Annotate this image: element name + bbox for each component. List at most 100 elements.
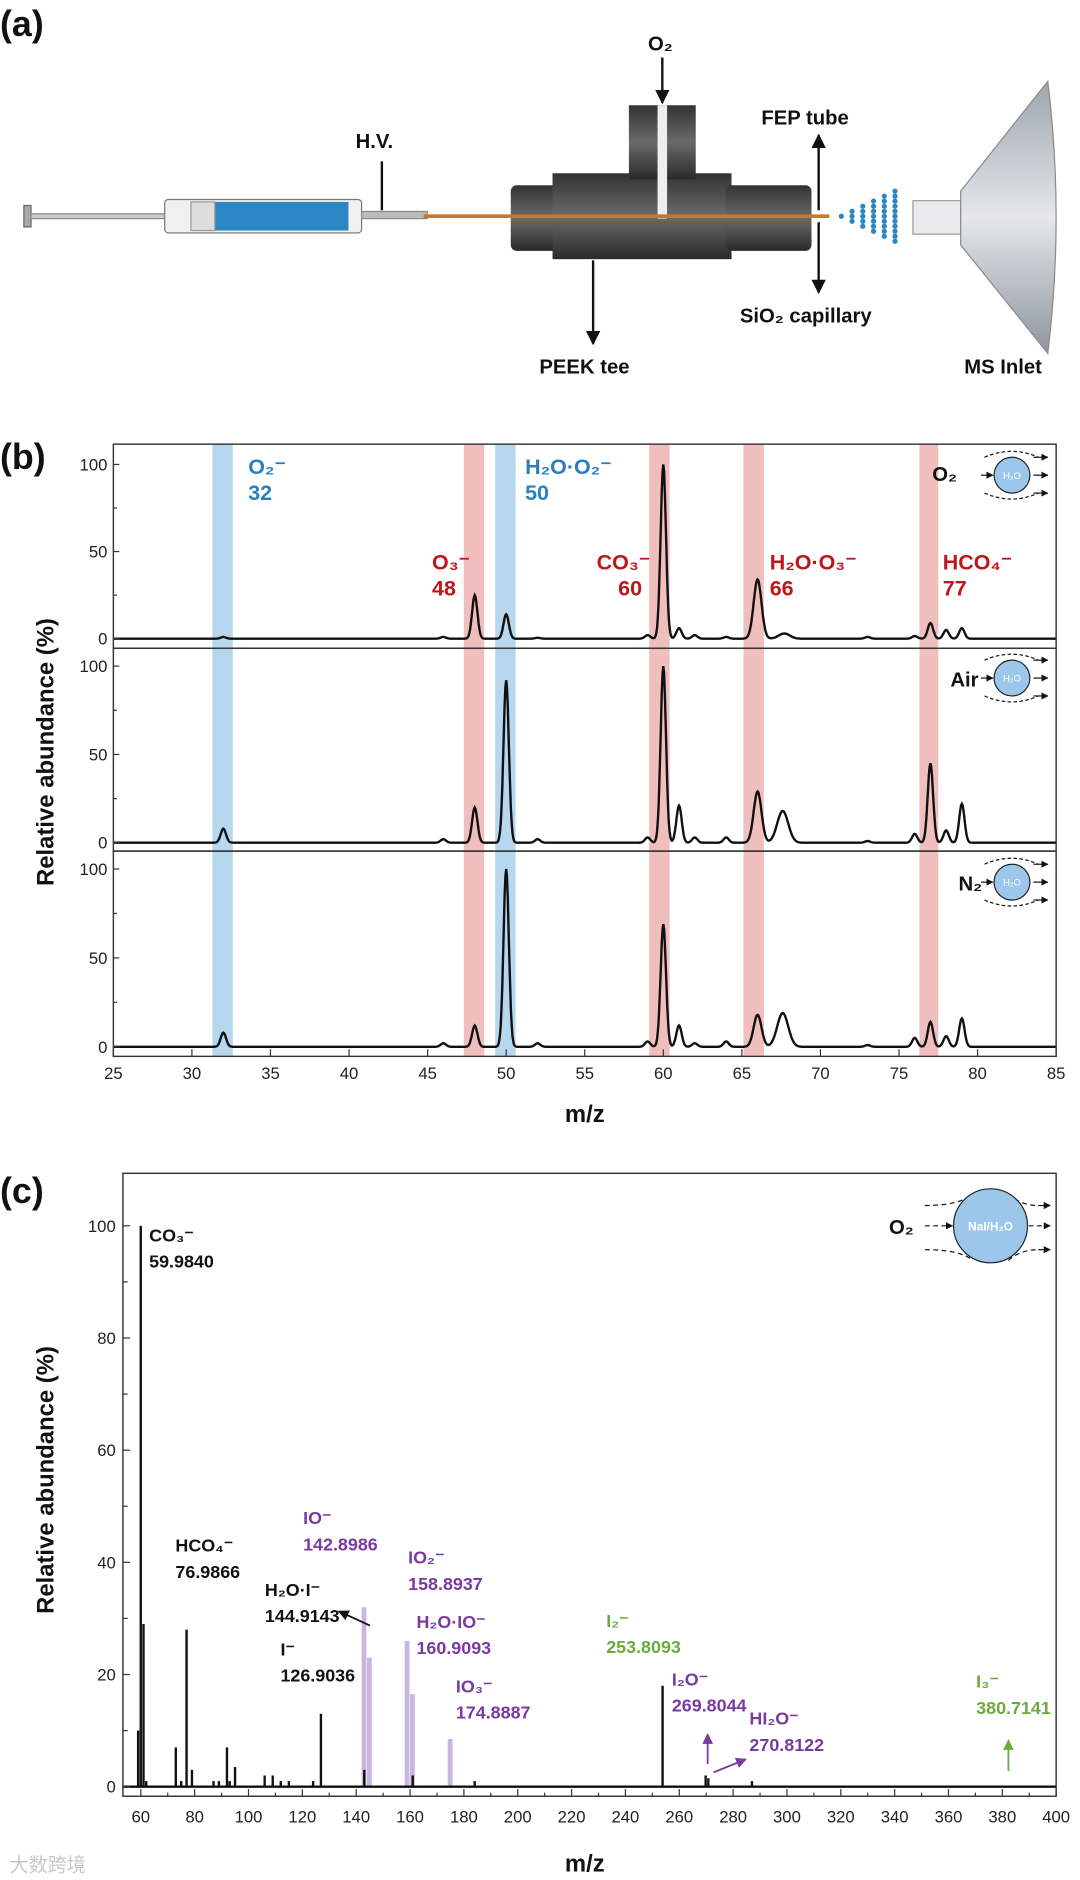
x-tick-label: 220 (558, 1807, 586, 1826)
ann-io2-mz: 158.8937 (408, 1574, 483, 1594)
spectrum-line-Air (113, 665, 1057, 844)
droplet (881, 198, 887, 204)
droplet-label: H₂O (1003, 674, 1021, 685)
droplet (860, 203, 866, 209)
x-tick-label: 380 (988, 1807, 1016, 1826)
c-y-axis-title: Relative abundance (%) (33, 1346, 60, 1614)
band-label-o2-ion: O₂⁻ (248, 455, 286, 479)
x-tick-label: 160 (396, 1807, 424, 1826)
highlight-band-32 (212, 444, 233, 1057)
x-tick-label: 100 (235, 1807, 263, 1826)
x-tick-label: 320 (827, 1807, 855, 1826)
droplet-circle (993, 863, 1031, 901)
o2-label: O₂ (648, 33, 673, 55)
droplet-circle (993, 659, 1031, 697)
ms-inlet-icon (912, 79, 1057, 355)
droplet (870, 223, 877, 229)
band-label-48: 48 (432, 577, 456, 601)
sio2-label: SiO₂ capillary (740, 305, 873, 327)
droplet (870, 213, 877, 219)
ann-i2-ion: I₂⁻ (606, 1611, 628, 1631)
x-tick-label: 140 (342, 1807, 370, 1826)
ann-io-ion: IO⁻ (303, 1508, 331, 1528)
hv-label: H.V. (356, 131, 394, 153)
y-tick-label: 0 (98, 834, 107, 853)
droplet (881, 213, 887, 219)
droplet (892, 193, 898, 199)
inset-gas-o2: O₂ (932, 464, 957, 486)
x-tick-label: 240 (611, 1807, 639, 1826)
droplet (892, 208, 898, 214)
ann-io2-ion: IO₂⁻ (408, 1548, 444, 1568)
band-label-o3-ion: O₃⁻ (432, 550, 470, 574)
inset-droplet-icon: H₂O (980, 857, 1049, 907)
droplet (892, 188, 898, 194)
droplet-circle (993, 456, 1031, 494)
droplet (881, 233, 887, 239)
droplet (881, 193, 887, 199)
x-tick-label: 75 (890, 1064, 909, 1083)
droplet (860, 218, 866, 224)
panel-label-a: (a) (0, 4, 44, 44)
droplet (892, 233, 898, 239)
ann-h2oio-ion: H₂O·IO⁻ (416, 1612, 485, 1632)
x-tick-label: 80 (185, 1807, 204, 1826)
x-tick-label: 200 (504, 1807, 532, 1826)
band-label-co3-ion: CO₃⁻ (597, 550, 650, 574)
band-label-h2o-o3-ion: H₂O·O₃⁻ (770, 550, 857, 574)
y-tick-label: 100 (88, 1217, 116, 1236)
ann-hi2o-mz: 270.8122 (749, 1735, 824, 1755)
droplet (870, 208, 877, 214)
ann-i3-mz: 380.7141 (976, 1698, 1051, 1718)
ann-io3-ion: IO₃⁻ (456, 1676, 493, 1696)
droplet (870, 198, 877, 204)
ann-co3-ion: CO₃⁻ (149, 1225, 194, 1245)
droplet-label: H₂O (1003, 878, 1021, 889)
ann-hco4-ion: HCO₄⁻ (175, 1536, 233, 1556)
x-tick-label: 120 (288, 1807, 316, 1826)
x-tick-label: 300 (773, 1807, 801, 1826)
droplet (870, 228, 877, 234)
y-tick-label: 50 (89, 543, 108, 562)
y-tick-label: 0 (98, 1038, 107, 1057)
x-tick-label: 180 (450, 1807, 478, 1826)
band-label-77: 77 (943, 577, 967, 601)
y-tick-label: 20 (97, 1665, 116, 1684)
x-tick-label: 55 (575, 1064, 594, 1083)
y-tick-label: 60 (97, 1441, 116, 1460)
droplet (870, 203, 877, 209)
spray-droplets-icon (838, 188, 898, 244)
y-tick-label: 0 (106, 1778, 115, 1797)
droplet (892, 223, 898, 229)
inset-droplet-icon: H₂O (980, 653, 1049, 703)
x-tick-label: 85 (1047, 1064, 1066, 1083)
droplet (881, 203, 887, 209)
ann-i2o-ion: I₂O⁻ (672, 1669, 708, 1689)
ann-hi2o-ion: HI₂O⁻ (749, 1709, 798, 1729)
b-y-axis-title: Relative abundance (%) (33, 618, 60, 886)
droplet (892, 228, 898, 234)
ann-h2oi-mz: 144.9143 (265, 1606, 340, 1626)
highlight-band-50 (495, 444, 516, 1057)
x-tick-label: 65 (733, 1064, 752, 1083)
spectrum-line-O₂ (113, 464, 1057, 640)
flow-lines (984, 653, 1039, 703)
spectrum-line-N₂ (113, 868, 1057, 1049)
subplot-frame (112, 647, 1057, 852)
inset-droplet-icon: H₂O (980, 450, 1049, 500)
x-tick-label: 60 (654, 1064, 673, 1083)
panel-label-c: (c) (0, 1171, 44, 1211)
x-tick-label: 35 (261, 1064, 280, 1083)
x-tick-label: 25 (104, 1064, 123, 1083)
ann-h2oi-arrow (337, 1610, 371, 1627)
c-inset-droplet-icon (924, 1188, 1051, 1264)
droplet (849, 213, 855, 219)
band-label-h2o-o2-ion: H₂O·O₂⁻ (525, 455, 611, 479)
x-tick-label: 80 (968, 1064, 987, 1083)
c-inset-droplet-label: NaI/H₂O (968, 1220, 1013, 1234)
droplet (881, 228, 887, 234)
highlight-band-77 (919, 444, 939, 1057)
ann-i-mz: 126.9036 (280, 1666, 355, 1686)
y-tick-label: 80 (97, 1329, 116, 1348)
inset-gas-air: Air (950, 669, 978, 691)
